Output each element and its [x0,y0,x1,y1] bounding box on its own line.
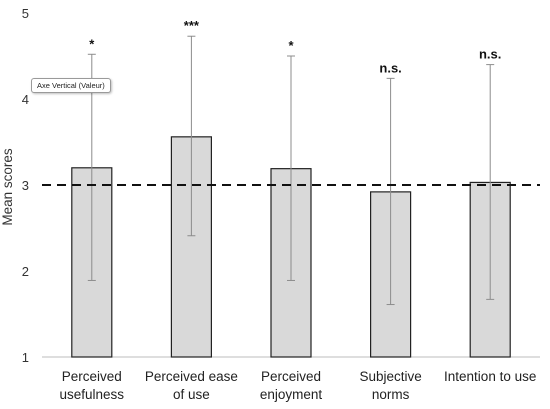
y-axis-label: Mean scores [0,148,15,226]
x-tick-labels: Perceived usefulness Perceived ease of use P… [60,369,537,402]
significance-markers: *****n.s.n.s. [89,18,501,75]
x-tick-label: Perceived enjoyment [260,369,323,402]
y-tick-label: 1 [22,350,29,365]
y-tick-label: 3 [22,178,29,193]
x-tick-label: Perceived usefulness [60,369,125,402]
axis-tooltip: Axe Vertical (Valeur) [31,78,111,93]
significance-label: n.s. [479,47,501,62]
y-tick-label: 4 [22,92,29,107]
error-bars [87,35,495,306]
significance-label: * [89,36,95,51]
x-tick-label: Intention to use [444,369,536,384]
y-tick-label: 2 [22,264,29,279]
y-tick-label: 5 [22,6,29,21]
y-ticks: 1 2 3 4 5 [22,6,29,365]
x-tick-label: Perceived ease of use [145,369,238,402]
significance-label: n.s. [379,60,401,75]
significance-label: * [288,38,294,53]
significance-label: *** [184,18,200,33]
x-tick-label: Subjective norms [359,369,421,402]
